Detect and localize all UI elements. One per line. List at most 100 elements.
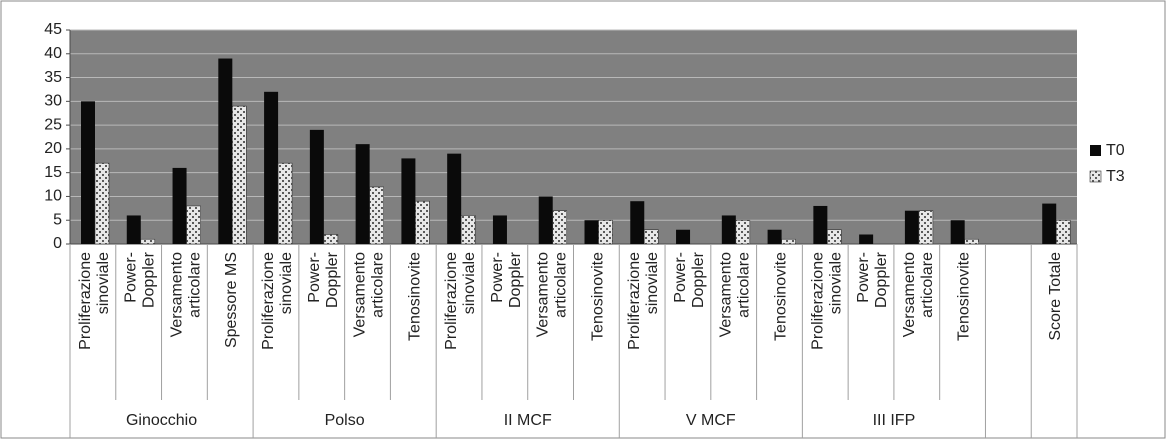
x-category-label: Power-Doppler — [123, 251, 158, 308]
x-category-label-line: sinoviale — [278, 252, 295, 314]
x-category-label: Proliferazionesinoviale — [809, 252, 844, 350]
bar-t0 — [447, 153, 462, 244]
bar-t0 — [218, 58, 233, 245]
x-category-label: Power-Doppler — [306, 251, 341, 308]
x-category-label-line: Proliferazione — [809, 252, 826, 350]
bar-t0 — [309, 129, 324, 244]
y-tick-label: 35 — [44, 69, 62, 86]
x-category-label-line: Doppler — [324, 251, 341, 308]
x-category-label-line: Score Totale — [1047, 252, 1064, 341]
x-category-label-line: sinoviale — [95, 252, 112, 314]
group-label: Ginocchio — [126, 412, 197, 429]
bar-t0 — [904, 210, 919, 244]
x-category-label-line: Power- — [672, 252, 689, 303]
x-category-label-line: Doppler — [141, 251, 158, 308]
x-category-label-line: Tenosinovite — [772, 252, 789, 341]
x-category-label-line: Tenosinovite — [956, 252, 973, 341]
x-category-label-line: Tenosinovite — [406, 252, 423, 341]
bar-t3 — [735, 219, 751, 245]
bar-t0 — [492, 215, 507, 244]
x-category-label-line: Proliferazione — [260, 252, 277, 350]
y-tick-label: 5 — [53, 211, 62, 228]
y-tick-label: 20 — [44, 140, 62, 157]
group-label: II MCF — [504, 412, 552, 429]
x-category-label-line: Proliferazione — [443, 252, 460, 350]
bar-t3 — [552, 210, 568, 245]
x-category-label-line: Power- — [306, 252, 323, 303]
x-category-label: Power-Doppler — [489, 251, 524, 308]
bar-t0 — [859, 234, 874, 244]
legend-swatch-t3 — [1089, 170, 1102, 183]
x-category-label: Versamentoarticolare — [901, 252, 936, 337]
x-category-label-line: articolare — [919, 252, 936, 318]
x-category-label: Proliferazionesinoviale — [260, 252, 295, 350]
x-category-label-line: articolare — [553, 252, 570, 318]
bar-t0 — [355, 144, 370, 244]
x-category-label: Versamentoarticolare — [535, 252, 570, 337]
bar-t3 — [964, 238, 979, 245]
x-category-label-line: sinoviale — [644, 252, 661, 314]
bar-t0 — [538, 196, 553, 244]
x-category-label: Proliferazionesinoviale — [626, 252, 661, 350]
x-category-label: Versamentoarticolare — [718, 252, 753, 337]
x-category-label-line: Versamento — [901, 252, 918, 337]
x-category-label-line: Power- — [123, 252, 140, 303]
y-tick-label: 0 — [53, 235, 62, 252]
y-tick-label: 15 — [44, 164, 62, 181]
bar-t0 — [1042, 203, 1057, 244]
x-category-label: Proliferazionesinoviale — [443, 252, 478, 350]
bar-t0 — [950, 220, 965, 244]
x-category-label-line: Doppler — [507, 251, 524, 308]
group-label: Polso — [325, 412, 365, 429]
x-category-label: Tenosinovite — [406, 252, 423, 341]
bar-t3 — [94, 162, 110, 245]
bar-t0 — [584, 220, 599, 244]
bar-t0 — [264, 91, 279, 244]
bar-t0 — [813, 205, 828, 244]
bar-t3 — [277, 162, 293, 245]
y-tick-label: 45 — [44, 21, 62, 38]
x-category-label-line: articolare — [736, 252, 753, 318]
x-category-label: Spessore MS — [223, 252, 240, 348]
x-category-label: Tenosinovite — [956, 252, 973, 341]
x-category-label-line: sinoviale — [461, 252, 478, 314]
bar-t3 — [323, 234, 339, 245]
x-category-label: Power-Doppler — [672, 251, 707, 308]
bar-t3 — [643, 229, 659, 245]
bar-t3 — [415, 200, 430, 245]
y-tick-label: 10 — [44, 188, 62, 205]
bar-t3 — [781, 238, 796, 245]
x-category-label-line: articolare — [370, 252, 387, 318]
bar-t3 — [232, 105, 247, 245]
x-category-label-line: Power- — [489, 252, 506, 303]
x-category-label: Versamentoarticolare — [352, 252, 387, 337]
bar-t0 — [81, 101, 95, 244]
y-tick-label: 30 — [44, 93, 62, 110]
legend-label-t3: T3 — [1106, 168, 1125, 185]
group-label: V MCF — [686, 412, 736, 429]
group-label: III IFP — [873, 412, 916, 429]
bar-t3 — [140, 238, 156, 245]
x-category-label-line: sinoviale — [827, 252, 844, 314]
bar-t0 — [721, 215, 736, 244]
bar-t3 — [460, 215, 476, 245]
x-category-label: Proliferazionesinoviale — [77, 252, 112, 350]
bar-t3 — [186, 205, 201, 245]
x-category-label-line: Proliferazione — [77, 252, 94, 350]
x-category-label-line: Doppler — [690, 251, 707, 308]
legend: T0 T3 — [1089, 142, 1125, 185]
bar-t3 — [827, 229, 842, 245]
bar-t3 — [1055, 219, 1071, 245]
bar-t0 — [767, 229, 782, 244]
bar-t3 — [369, 186, 384, 245]
x-category-label: Tenosinovite — [589, 252, 606, 341]
x-category-label-line: Doppler — [873, 251, 890, 308]
x-category-label-line: Tenosinovite — [589, 252, 606, 341]
x-category-label-line: articolare — [186, 252, 203, 318]
x-category-label-line: Versamento — [168, 252, 185, 337]
bar-t3 — [598, 219, 613, 245]
legend-swatch-t0 — [1090, 145, 1101, 156]
legend-label-t0: T0 — [1106, 142, 1125, 159]
x-category-label-line: Versamento — [352, 252, 369, 337]
bar-t0 — [172, 167, 187, 244]
